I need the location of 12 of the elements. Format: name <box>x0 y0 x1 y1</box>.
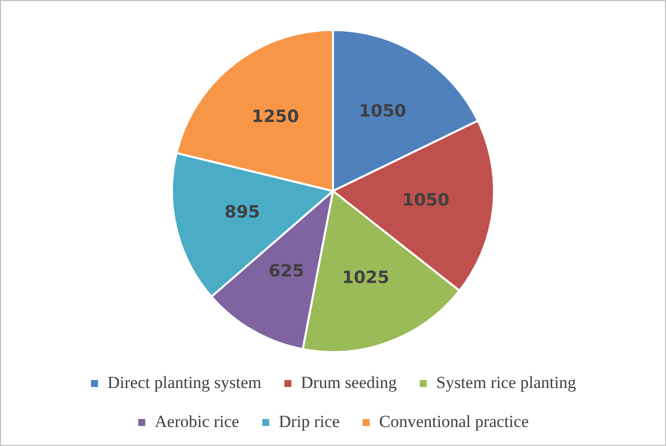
data-label: 1050 <box>402 190 450 210</box>
legend-label: Direct planting system <box>107 372 262 392</box>
legend-label: Aerobic rice <box>154 412 240 431</box>
data-label: 895 <box>224 202 260 222</box>
legend-label: Drip rice <box>278 412 340 431</box>
data-label: 1050 <box>358 101 406 122</box>
legend-label: Conventional practice <box>379 412 529 431</box>
data-label: 1025 <box>342 268 390 288</box>
data-label: 625 <box>268 261 304 282</box>
legend-label: Drum seeding <box>300 372 398 392</box>
legend-label: System rice planting <box>436 372 577 392</box>
data-label: 1250 <box>252 107 300 128</box>
